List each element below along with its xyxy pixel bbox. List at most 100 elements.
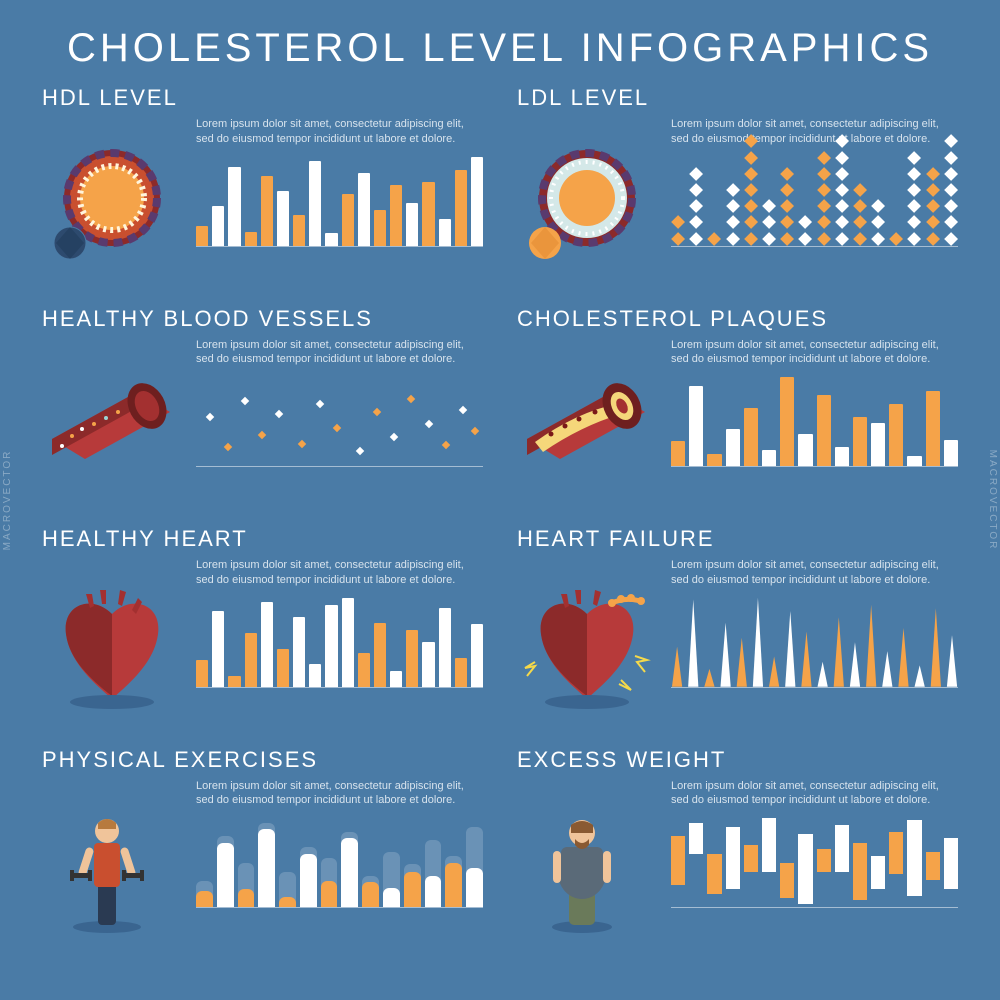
panel-title: HDL LEVEL [42, 85, 483, 111]
bar [744, 408, 758, 466]
panel-title: HEART FAILURE [517, 526, 958, 552]
dot [275, 410, 283, 418]
lipoprotein-dark-icon [42, 117, 182, 300]
offset-bar [907, 818, 921, 907]
bar [689, 386, 703, 466]
offset-bar [889, 818, 903, 907]
panel-description: Lorem ipsum dolor sit amet, consectetur … [671, 117, 951, 147]
offset-bar [853, 818, 867, 907]
diamond-column [671, 215, 685, 245]
panel-description: Lorem ipsum dolor sit amet, consectetur … [671, 338, 951, 368]
capsule-bar [300, 847, 317, 908]
spike [687, 599, 699, 686]
panel-title: LDL LEVEL [517, 85, 958, 111]
offset-bar [871, 818, 885, 907]
dot [442, 441, 450, 449]
diamond-column [762, 199, 776, 246]
diamond-column [726, 183, 740, 246]
diamond-column [926, 167, 940, 246]
person-fit-icon [42, 779, 182, 962]
capsule-bar [238, 863, 255, 908]
bar [439, 219, 451, 246]
diamond-column [744, 134, 758, 245]
panel-description: Lorem ipsum dolor sit amet, consectetur … [196, 338, 476, 368]
bar [926, 391, 940, 467]
offset-bar [689, 818, 703, 907]
bar [261, 176, 273, 245]
bar [780, 377, 794, 466]
heart-failure-icon [517, 558, 657, 741]
bar [358, 173, 370, 246]
bar [196, 226, 208, 246]
bar [342, 194, 354, 246]
bar [277, 191, 289, 246]
offset-bar [944, 818, 958, 907]
offset-bar [780, 818, 794, 907]
chart-spike [671, 598, 958, 688]
panel-plaques: CHOLESTEROL PLAQUES Lorem ipsum dolor sit… [517, 306, 958, 521]
spike [720, 623, 732, 687]
bar [439, 608, 451, 686]
panel-description: Lorem ipsum dolor sit amet, consectetur … [671, 558, 951, 588]
bar [422, 182, 434, 246]
vessel-healthy-icon [42, 338, 182, 521]
offset-bar [744, 818, 758, 907]
bar [406, 203, 418, 246]
offset-bar [762, 818, 776, 907]
panel-title: HEALTHY BLOOD VESSELS [42, 306, 483, 332]
lipoprotein-light-icon [517, 117, 657, 300]
diamond-column [707, 232, 721, 246]
panel-heart_failure: HEART FAILURE Lorem ipsum dolor sit amet,… [517, 526, 958, 741]
bar [944, 440, 958, 467]
spike [768, 656, 780, 686]
bar [817, 395, 831, 466]
spike [736, 638, 748, 687]
spike [946, 635, 958, 687]
panel-grid: HDL LEVEL Lorem ipsum dolor sit amet, con… [0, 85, 1000, 995]
bar [471, 157, 483, 246]
bar [325, 605, 337, 687]
panel-title: CHOLESTEROL PLAQUES [517, 306, 958, 332]
diamond-column [853, 183, 867, 246]
spike [881, 651, 893, 687]
bar [358, 653, 370, 687]
bar [471, 624, 483, 686]
heart-healthy-icon [42, 558, 182, 741]
bar [798, 434, 812, 466]
bar [277, 649, 289, 686]
capsule-bar [425, 840, 442, 907]
chart-bar [196, 157, 483, 247]
bar [390, 671, 402, 687]
bar [762, 450, 776, 466]
panel-title: PHYSICAL EXERCISES [42, 747, 483, 773]
chart-offset [671, 818, 958, 908]
dot [298, 439, 306, 447]
bar [293, 617, 305, 686]
capsule-bar [217, 836, 234, 907]
chart-bar [671, 377, 958, 467]
diamond-column [944, 134, 958, 245]
bar [261, 602, 273, 687]
bar [245, 232, 257, 245]
dot [424, 420, 432, 428]
capsule-bar [279, 872, 296, 908]
bar [707, 454, 721, 466]
dot [390, 432, 398, 440]
diamond-column [817, 151, 831, 246]
dot [459, 406, 467, 414]
dot [373, 407, 381, 415]
capsule-bar [383, 852, 400, 907]
vessel-plaque-icon [517, 338, 657, 521]
dot [258, 430, 266, 438]
panel-description: Lorem ipsum dolor sit amet, consectetur … [196, 779, 476, 809]
bar [196, 660, 208, 687]
panel-weight: EXCESS WEIGHTLorem ipsum dolor sit amet,… [517, 747, 958, 962]
bar [342, 598, 354, 687]
panel-healthy_heart: HEALTHY HEARTLorem ipsum dolor sit amet,… [42, 526, 483, 741]
bar [835, 447, 849, 467]
dot [470, 427, 478, 435]
bar [228, 167, 240, 245]
diamond-column [798, 215, 812, 245]
bar [455, 170, 467, 246]
capsule-bar [404, 864, 421, 907]
